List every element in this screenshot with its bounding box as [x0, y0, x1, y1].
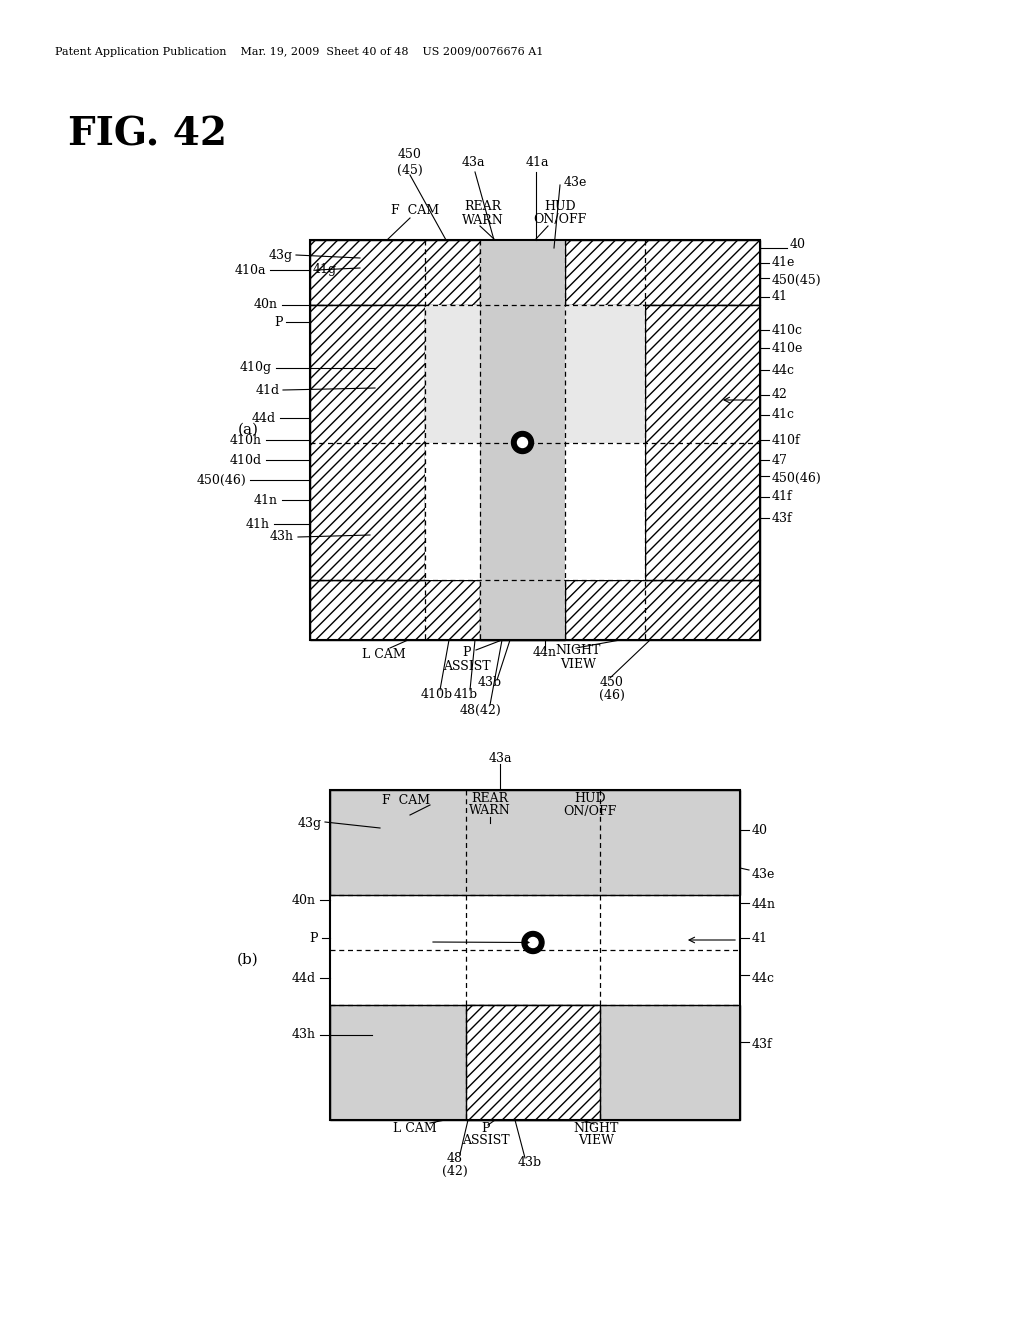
Circle shape	[512, 432, 534, 454]
Text: F  CAM: F CAM	[382, 793, 430, 807]
Text: 41e: 41e	[772, 256, 796, 269]
Text: 40n: 40n	[292, 894, 316, 907]
Text: WARN: WARN	[469, 804, 511, 817]
Bar	[330, 789, 740, 895]
Text: 410b: 410b	[421, 689, 453, 701]
Text: 450(46): 450(46)	[197, 474, 246, 487]
Text: 410g: 410g	[240, 362, 272, 375]
Text: (45): (45)	[397, 164, 423, 177]
Text: 47: 47	[772, 454, 787, 466]
Text: WARN: WARN	[462, 214, 504, 227]
Text: 410h: 410h	[230, 433, 262, 446]
Text: 41c: 41c	[772, 408, 795, 421]
Bar	[645, 305, 760, 579]
Text: P: P	[309, 932, 318, 945]
Text: L CAM: L CAM	[362, 648, 406, 661]
Text: 410a: 410a	[234, 264, 266, 276]
Text: 41a: 41a	[525, 157, 549, 169]
Bar	[466, 1005, 600, 1119]
Text: 44d: 44d	[252, 412, 276, 425]
Text: P: P	[274, 315, 283, 329]
Text: 41g: 41g	[313, 264, 337, 276]
Text: 41: 41	[772, 290, 788, 304]
Text: (a): (a)	[238, 422, 258, 437]
Text: 41d: 41d	[256, 384, 280, 396]
Text: 410e: 410e	[772, 342, 804, 355]
Bar	[330, 789, 740, 895]
Text: NIGHT: NIGHT	[555, 644, 601, 657]
Bar	[480, 240, 565, 640]
Text: VIEW: VIEW	[560, 657, 596, 671]
Text: 43b: 43b	[478, 676, 502, 689]
Text: 43a: 43a	[488, 751, 512, 764]
Text: ON/OFF: ON/OFF	[534, 214, 587, 227]
Text: F  CAM: F CAM	[391, 203, 439, 216]
Bar	[565, 305, 645, 579]
Circle shape	[517, 437, 527, 447]
Text: 43e: 43e	[564, 177, 588, 190]
Bar	[330, 1005, 740, 1119]
Text: (42): (42)	[442, 1164, 468, 1177]
Text: 43h: 43h	[270, 531, 294, 544]
Text: 43g: 43g	[298, 817, 322, 829]
Text: NIGHT: NIGHT	[573, 1122, 618, 1134]
Text: L CAM: L CAM	[393, 1122, 437, 1134]
Text: 41h: 41h	[246, 517, 270, 531]
Text: 450(45): 450(45)	[772, 273, 821, 286]
Text: 43g: 43g	[269, 248, 293, 261]
Text: 44d: 44d	[292, 972, 316, 985]
Text: 410c: 410c	[772, 323, 803, 337]
Circle shape	[522, 932, 544, 953]
Text: 40: 40	[752, 824, 768, 837]
Text: HUD: HUD	[544, 201, 575, 214]
Text: P: P	[463, 647, 471, 660]
Text: 44c: 44c	[752, 972, 775, 985]
Text: 43f: 43f	[772, 511, 793, 524]
Text: (b): (b)	[238, 953, 259, 968]
Bar	[310, 305, 425, 579]
Text: Patent Application Publication    Mar. 19, 2009  Sheet 40 of 48    US 2009/00766: Patent Application Publication Mar. 19, …	[55, 48, 544, 57]
Text: 48: 48	[447, 1151, 463, 1164]
Text: 43h: 43h	[292, 1028, 316, 1041]
Text: ASSIST: ASSIST	[462, 1134, 510, 1147]
Text: REAR: REAR	[471, 792, 509, 804]
Text: REAR: REAR	[465, 201, 502, 214]
Bar	[310, 240, 760, 305]
Bar	[330, 789, 740, 1119]
Text: 41n: 41n	[254, 494, 278, 507]
Text: 48(42): 48(42)	[459, 704, 501, 717]
Text: 43a: 43a	[461, 157, 484, 169]
Text: HUD: HUD	[574, 792, 606, 804]
Bar	[425, 305, 480, 579]
Text: 42: 42	[772, 388, 787, 401]
Text: 40n: 40n	[254, 298, 278, 312]
Text: FIG. 42: FIG. 42	[68, 115, 227, 153]
Bar	[310, 579, 760, 640]
Text: 410d: 410d	[229, 454, 262, 466]
Text: 450(46): 450(46)	[772, 471, 821, 484]
Text: 43b: 43b	[518, 1155, 542, 1168]
Text: 450: 450	[398, 149, 422, 161]
Text: 44c: 44c	[772, 363, 795, 376]
Circle shape	[528, 937, 538, 948]
Bar	[310, 240, 760, 640]
Text: P: P	[481, 1122, 490, 1134]
Text: 410f: 410f	[772, 433, 801, 446]
Text: VIEW: VIEW	[578, 1134, 614, 1147]
Text: (46): (46)	[599, 689, 625, 701]
Text: 40: 40	[790, 239, 806, 252]
Bar	[330, 1005, 740, 1119]
Text: 41b: 41b	[454, 689, 478, 701]
Bar	[425, 305, 645, 442]
Text: 43f: 43f	[752, 1039, 773, 1052]
Text: ASSIST: ASSIST	[443, 660, 490, 672]
Text: 43e: 43e	[752, 869, 775, 882]
Text: 41f: 41f	[772, 491, 793, 503]
Bar	[480, 240, 565, 640]
Text: 44n: 44n	[534, 647, 557, 660]
Text: ON/OFF: ON/OFF	[563, 804, 616, 817]
Text: 44n: 44n	[752, 899, 776, 912]
Text: 41: 41	[752, 932, 768, 945]
Text: 450: 450	[600, 676, 624, 689]
